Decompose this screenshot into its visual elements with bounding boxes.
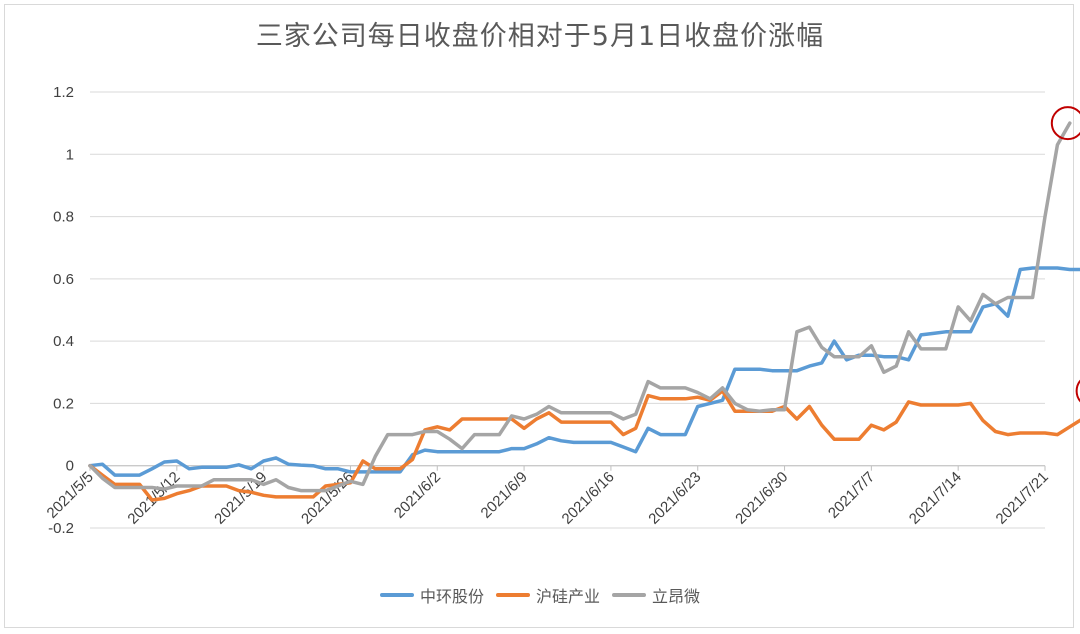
- series-line-1: [88, 389, 1080, 502]
- legend-label: 沪硅产业: [535, 587, 600, 606]
- y-tick-label: -0.2: [48, 520, 74, 537]
- y-tick-label: 0: [66, 458, 74, 475]
- y-tick-label: 0.2: [53, 395, 74, 412]
- x-axis-ticks: 2021/5/5 2021/5/12 2021/5/19 2021/5/26 2021/…: [44, 465, 1052, 528]
- legend-label: 中环股份: [419, 587, 484, 606]
- x-tick-label: 2021/7/7: [825, 469, 878, 522]
- x-tick-label: 2021/6/9: [478, 469, 531, 522]
- x-tick-label: 2021/7/21: [993, 469, 1052, 528]
- x-tick-label: 2021/6/16: [559, 469, 618, 528]
- x-tick-label: 2021/7/14: [906, 469, 965, 528]
- chart-frame: [4, 4, 1074, 628]
- highlight-circle: [1075, 379, 1080, 403]
- y-axis-ticks: 1.2 1 0.8 0.6 0.4 0.2 0 -0.2: [48, 84, 74, 537]
- legend-item: 立昂微: [612, 583, 700, 607]
- gridlines: [90, 91, 1045, 529]
- x-tick-label: 2021/6/23: [645, 469, 704, 528]
- y-tick-label: 1: [66, 146, 74, 163]
- y-tick-label: 0.4: [53, 333, 74, 350]
- x-tick-label: 2021/6/30: [732, 469, 791, 528]
- legend-swatch: [379, 593, 414, 597]
- legend: 中环股份 沪硅产业 立昂微: [0, 583, 1080, 607]
- series-lines: [88, 121, 1080, 502]
- highlight-circle: [1050, 106, 1080, 141]
- x-tick-label: 2021/5/19: [211, 469, 270, 528]
- legend-swatch: [495, 593, 530, 597]
- legend-swatch: [612, 593, 646, 597]
- series-line-2: [88, 121, 1072, 493]
- chart-title: 三家公司每日收盘价相对于5月1日收盘价涨幅: [255, 21, 825, 52]
- x-tick-label: 2021/5/5: [44, 469, 97, 522]
- y-tick-label: 0.8: [53, 209, 74, 226]
- legend-item: 中环股份: [379, 583, 484, 607]
- x-tick-label: 2021/6/2: [391, 469, 444, 522]
- y-tick-label: 1.2: [53, 84, 74, 101]
- series-line-0: [88, 266, 1080, 477]
- highlight-circles: [1050, 106, 1080, 403]
- y-tick-label: 0.6: [53, 271, 74, 288]
- legend-item: 沪硅产业: [495, 583, 600, 607]
- legend-label: 立昂微: [652, 587, 701, 606]
